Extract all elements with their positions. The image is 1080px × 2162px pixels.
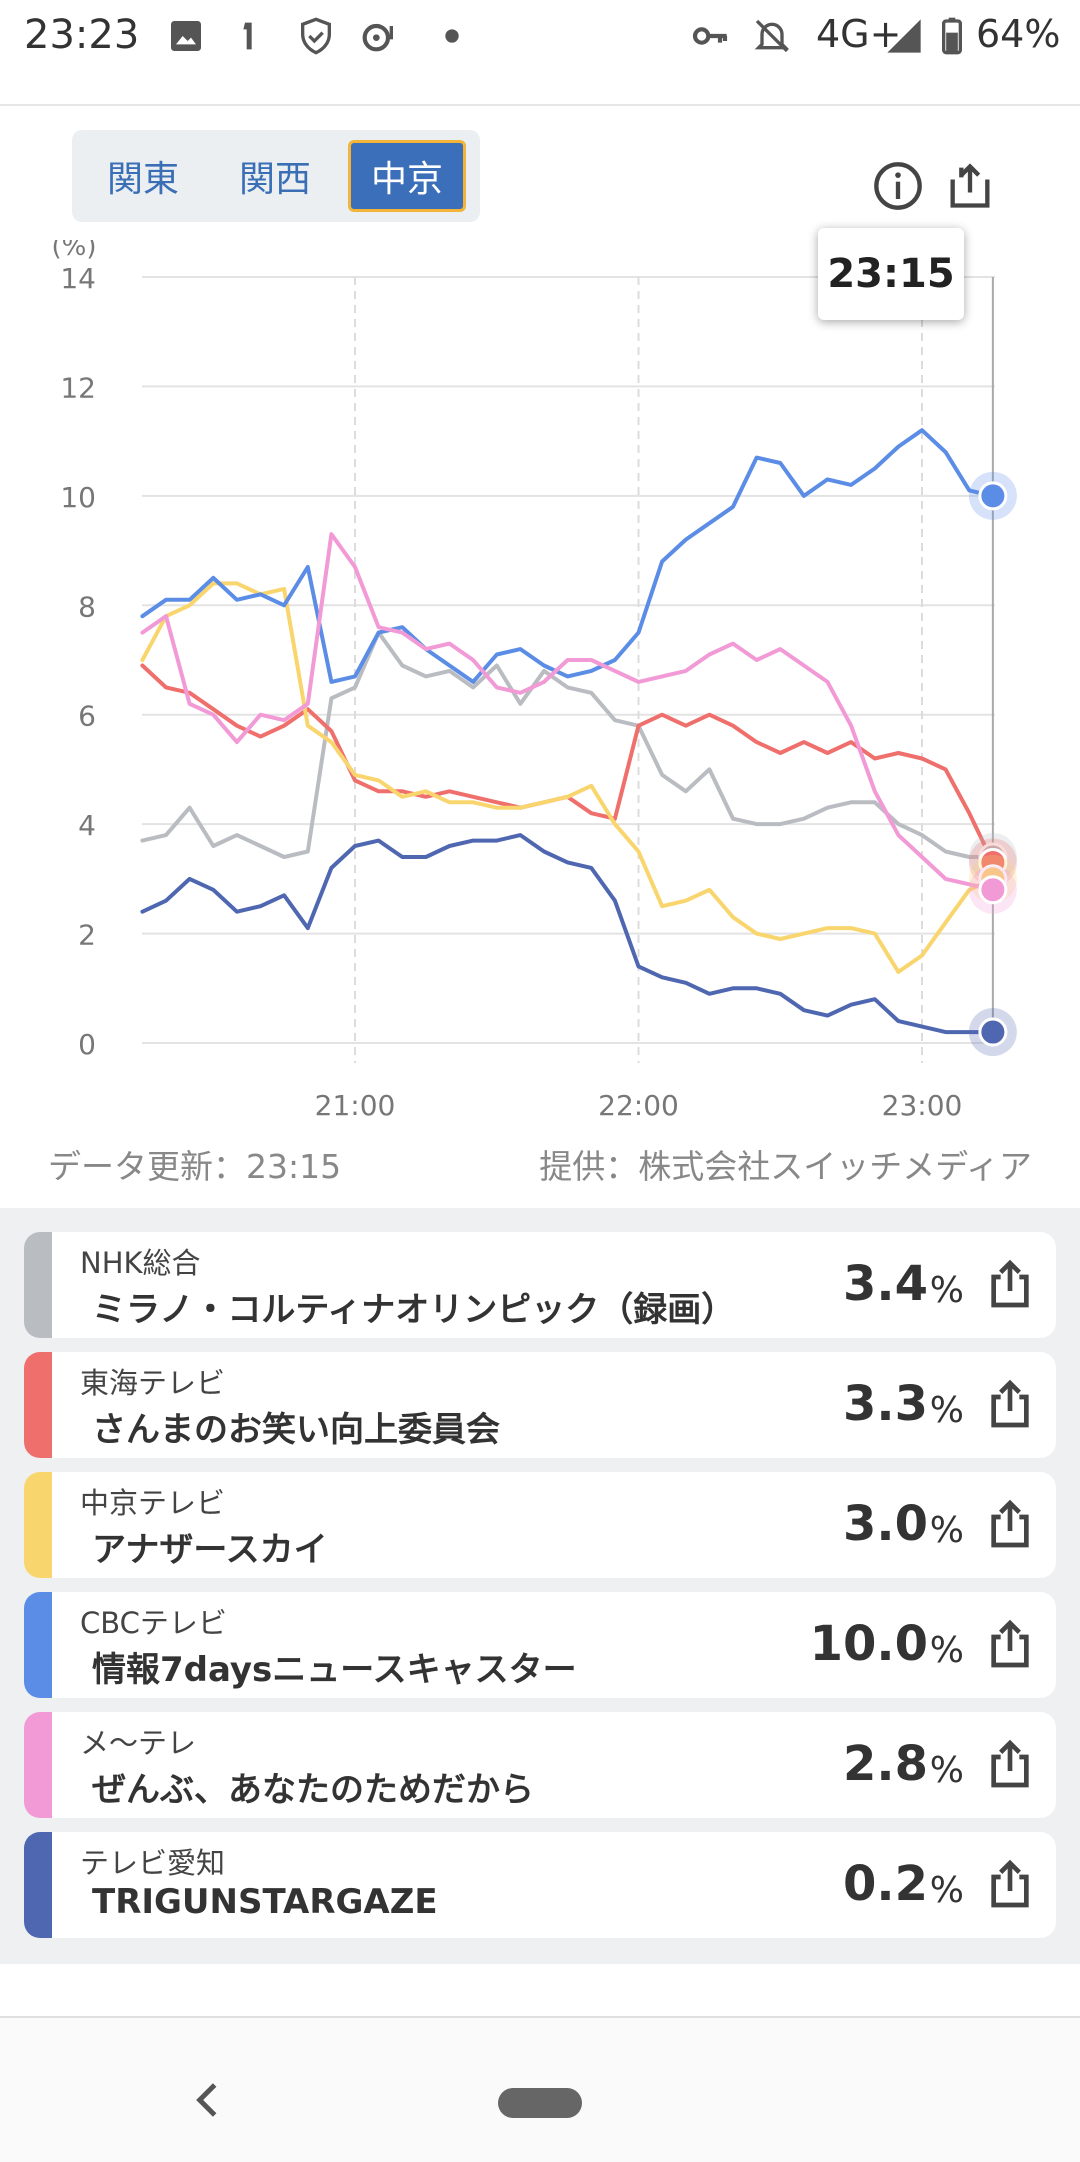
tab-kansai[interactable]: 関西: [238, 159, 311, 200]
channel-color-strip: [24, 1712, 52, 1818]
x-tick-label: 22:00: [598, 1089, 679, 1120]
y-tick-label: 2: [78, 919, 96, 952]
back-icon[interactable]: [188, 2080, 228, 2120]
series-line: [140, 630, 995, 859]
rating-unit: %: [929, 1630, 964, 1671]
ratings-chart[interactable]: 0 2 4 6 8 10 12 14(%) 21:00 22:00 23:00: [0, 240, 1080, 1120]
region-tabs: 関東 関西 中京: [72, 130, 480, 222]
channel-color-strip: [24, 1352, 52, 1458]
program-title: ぜんぶ、あなたのためだから: [92, 1770, 534, 1810]
y-tick-label: 6: [78, 700, 96, 733]
bell-off-icon: [754, 19, 790, 53]
program-title: TRIGUNSTARGAZE: [92, 1882, 438, 1922]
status-time: 23:23: [24, 12, 140, 58]
share-icon[interactable]: [982, 1496, 1038, 1552]
series-line: [140, 833, 995, 1035]
network-type: 4G+: [816, 12, 902, 56]
tab-chukyo[interactable]: 中京: [348, 140, 466, 212]
channel-list: NHK総合 ミラノ・コルティナオリンピック（録画） 3.4 % 東海テレビ さん…: [0, 1208, 1080, 1964]
rating-unit: %: [929, 1270, 964, 1311]
channel-name: 東海テレビ: [80, 1366, 226, 1400]
y-tick-label: 0: [78, 1028, 96, 1061]
x-tick-label: 23:00: [882, 1089, 963, 1120]
channel-color-strip: [24, 1592, 52, 1698]
program-title: アナザースカイ: [92, 1530, 328, 1570]
y-tick-label: 4: [78, 809, 96, 842]
shield-icon: [301, 17, 331, 55]
share-icon[interactable]: [982, 1376, 1038, 1432]
channel-name: NHK総合: [80, 1246, 201, 1280]
channel-name: メ～テレ: [80, 1726, 197, 1760]
info-icon[interactable]: [872, 160, 924, 212]
channel-card-aichi[interactable]: テレビ愛知 TRIGUNSTARGAZE 0.2 %: [24, 1832, 1056, 1938]
rating-unit: %: [929, 1870, 964, 1911]
rating-unit: %: [929, 1510, 964, 1551]
battery-level: 64%: [976, 12, 1061, 56]
series-end-point: [978, 1017, 1008, 1047]
series-line: [140, 428, 995, 684]
channel-name: CBCテレビ: [80, 1606, 227, 1640]
share-icon[interactable]: [982, 1736, 1038, 1792]
share-icon[interactable]: [982, 1856, 1038, 1912]
share-icon[interactable]: [944, 160, 996, 212]
channel-color-strip: [24, 1232, 52, 1338]
status-bar: 23:23 4G+ 64%: [0, 0, 1080, 72]
y-tick-label: 10: [60, 481, 96, 514]
rating-value: 2.8: [842, 1736, 928, 1792]
x-tick-label: 21:00: [315, 1089, 396, 1120]
program-title: さんまのお笑い向上委員会: [92, 1410, 500, 1450]
share-icon[interactable]: [982, 1616, 1038, 1672]
cast-icon: [362, 23, 393, 52]
y-tick-label: 8: [78, 590, 96, 623]
system-nav-bar: [0, 2016, 1080, 2162]
channel-color-strip: [24, 1472, 52, 1578]
channel-color-strip: [24, 1832, 52, 1938]
key-icon: [692, 27, 728, 45]
tab-kanto[interactable]: 関東: [106, 159, 179, 200]
dot-icon: [445, 29, 459, 43]
rating-unit: %: [929, 1390, 964, 1431]
channel-card-nhk[interactable]: NHK総合 ミラノ・コルティナオリンピック（録画） 3.4 %: [24, 1232, 1056, 1338]
header-divider: [0, 104, 1080, 106]
series-line: [140, 581, 995, 974]
channel-name: テレビ愛知: [80, 1846, 226, 1880]
rating-value: 3.4: [842, 1256, 928, 1312]
y-tick-label: 12: [60, 371, 96, 404]
data-updated-label: データ更新：23:15: [48, 1147, 342, 1186]
series-line: [140, 532, 995, 892]
program-title: 情報7daysニュースキャスター: [92, 1650, 577, 1690]
program-title: ミラノ・コルティナオリンピック（録画）: [92, 1290, 736, 1330]
channel-card-tokai[interactable]: 東海テレビ さんまのお笑い向上委員会 3.3 %: [24, 1352, 1056, 1458]
battery-icon: [942, 17, 962, 55]
series-end-point: [978, 481, 1008, 511]
rating-value: 10.0: [809, 1616, 928, 1672]
channel-card-cbc[interactable]: CBCテレビ 情報7daysニュースキャスター 10.0 %: [24, 1592, 1056, 1698]
share-icon[interactable]: [982, 1256, 1038, 1312]
notification-icon: [243, 22, 252, 50]
channel-card-nagoya[interactable]: メ～テレ ぜんぶ、あなたのためだから 2.8 %: [24, 1712, 1056, 1818]
signal-icon: [887, 19, 921, 53]
series-end-point: [978, 875, 1008, 905]
y-axis-label: (%): [52, 240, 97, 262]
channel-name: 中京テレビ: [80, 1486, 226, 1520]
time-tooltip: 23:15: [818, 228, 964, 320]
channel-card-chukyo[interactable]: 中京テレビ アナザースカイ 3.0 %: [24, 1472, 1056, 1578]
rating-value: 3.0: [842, 1496, 928, 1552]
rating-unit: %: [929, 1750, 964, 1791]
home-pill[interactable]: [498, 2088, 582, 2118]
data-provider-label: 提供：株式会社スイッチメディア: [539, 1147, 1032, 1186]
image-icon: [171, 21, 201, 51]
rating-value: 0.2: [842, 1856, 928, 1912]
rating-value: 3.3: [842, 1376, 928, 1432]
y-tick-label: 14: [60, 262, 96, 295]
